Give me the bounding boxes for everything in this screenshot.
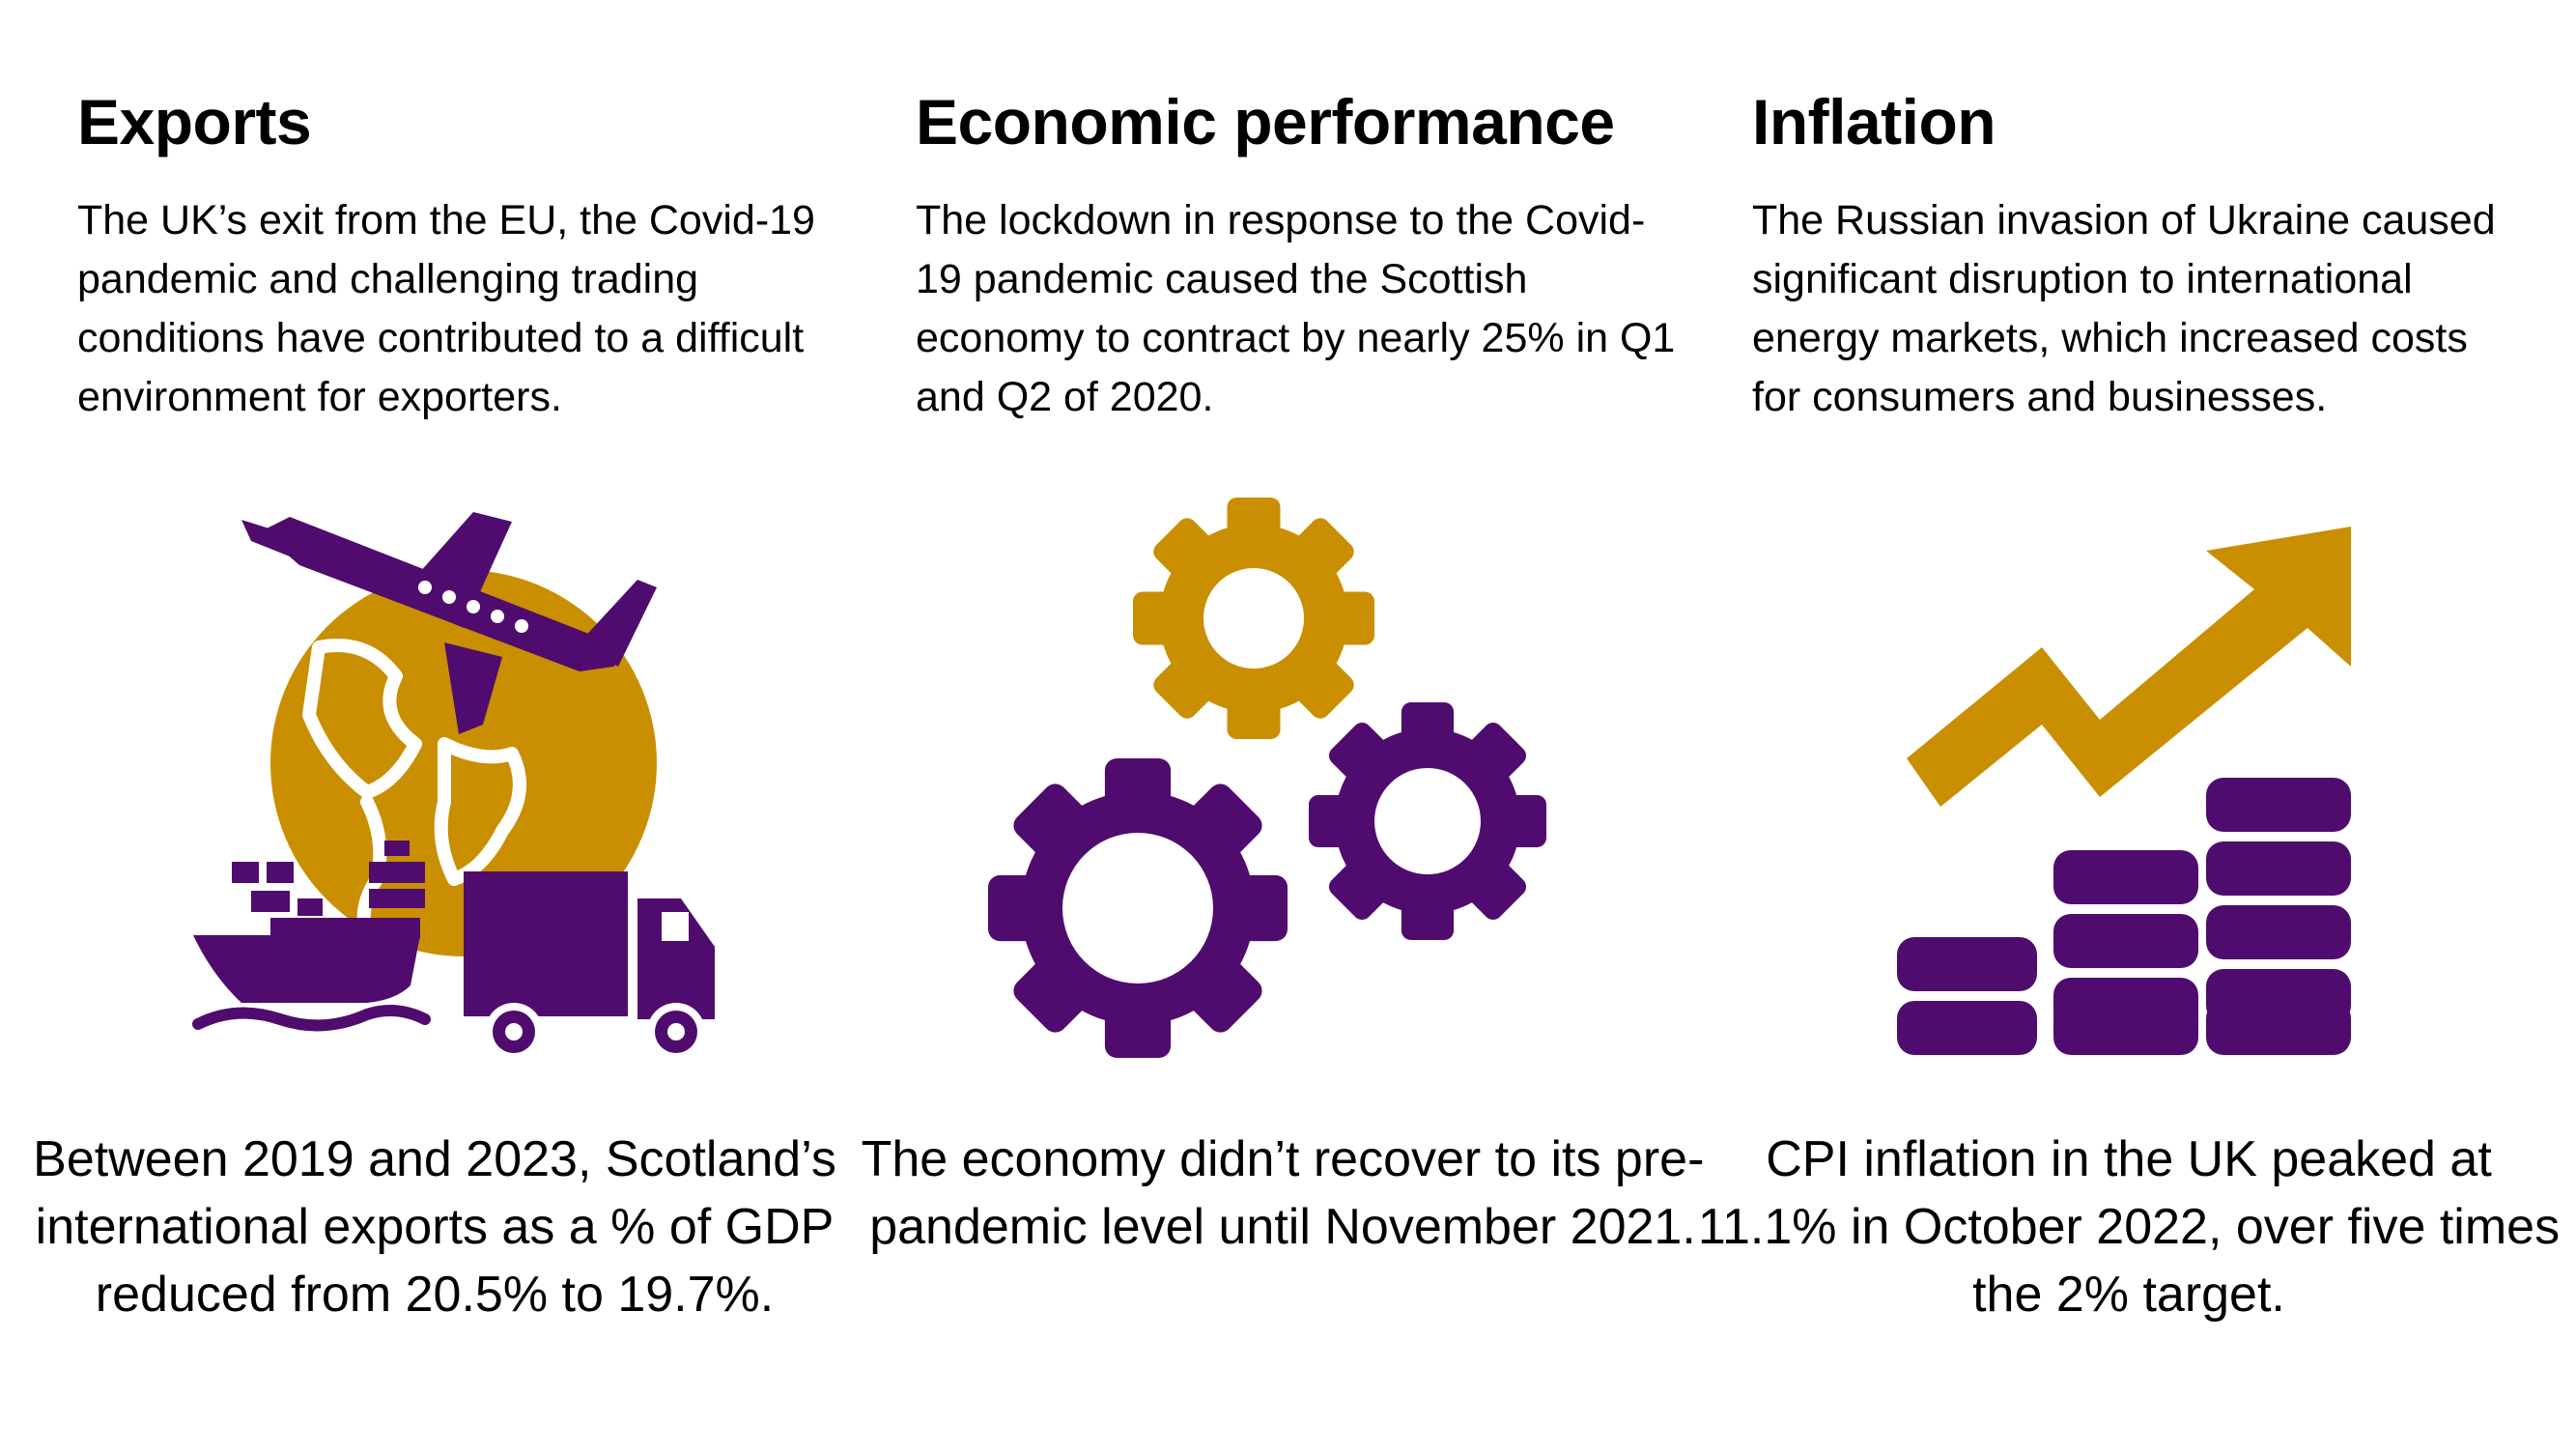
economic-performance-stat: The economy didn’t recover to its pre-pa… [861, 1131, 1705, 1255]
inflation-heading: Inflation [1752, 86, 1996, 157]
gears-icon [916, 473, 1688, 1063]
economic-performance-section: Economic performance The lockdown in res… [862, 0, 1705, 1454]
economic-performance-intro: The lockdown in response to the Covid-19… [916, 197, 1676, 420]
inflation-stat: CPI inflation in the UK peaked at 11.1% … [1697, 1131, 2561, 1323]
inflation-intro: The Russian invasion of Ukraine caused s… [1752, 197, 2496, 420]
economic-performance-heading: Economic performance [916, 86, 1615, 157]
exports-intro: The UK’s exit from the EU, the Covid-19 … [77, 197, 815, 420]
rising-arrow-coins-icon [1752, 473, 2525, 1063]
inflation-section: Inflation The Russian invasion of Ukrain… [1698, 0, 2560, 1454]
globe-plane-ship-truck-icon [77, 473, 850, 1063]
exports-section: Exports The UK’s exit from the EU, the C… [33, 0, 850, 1454]
exports-heading: Exports [77, 86, 312, 157]
exports-stat: Between 2019 and 2023, Scotland’s intern… [33, 1131, 836, 1323]
